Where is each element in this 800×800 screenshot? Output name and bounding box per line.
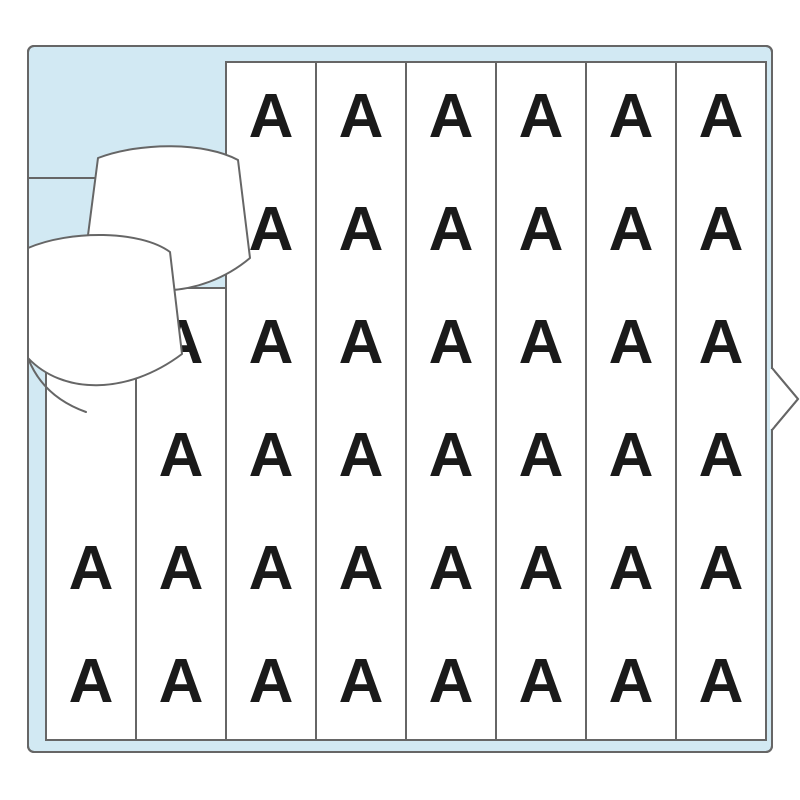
label-letter: A	[339, 534, 384, 603]
label-letter: A	[699, 82, 744, 151]
label-letter: A	[429, 534, 474, 603]
label-column	[496, 62, 586, 740]
label-letter: A	[69, 534, 114, 603]
label-letter: A	[69, 647, 114, 716]
diagram-svg: AAAAAAAAAAAAAAAAAAAAAAAAAAAAAAAAAAAAAAAA…	[0, 0, 800, 800]
label-letter: A	[249, 647, 294, 716]
label-letter: A	[699, 534, 744, 603]
label-column	[226, 62, 316, 740]
label-letter: A	[159, 534, 204, 603]
label-column	[676, 62, 766, 740]
label-letter: A	[159, 647, 204, 716]
label-letter: A	[609, 647, 654, 716]
label-letter: A	[699, 647, 744, 716]
label-sheet-diagram: AAAAAAAAAAAAAAAAAAAAAAAAAAAAAAAAAAAAAAAA…	[0, 0, 800, 800]
label-letter: A	[159, 421, 204, 490]
label-letter: A	[519, 421, 564, 490]
label-letter: A	[339, 421, 384, 490]
label-letter: A	[519, 534, 564, 603]
label-letter: A	[429, 195, 474, 264]
label-letter: A	[339, 308, 384, 377]
label-column	[586, 62, 676, 740]
label-letter: A	[429, 308, 474, 377]
label-letter: A	[339, 195, 384, 264]
label-letter: A	[249, 195, 294, 264]
label-letter: A	[609, 82, 654, 151]
label-letter: A	[249, 308, 294, 377]
label-letter: A	[339, 82, 384, 151]
tab-notch	[772, 368, 798, 430]
label-letter: A	[339, 647, 384, 716]
label-letter: A	[609, 195, 654, 264]
label-letter: A	[609, 534, 654, 603]
label-letter: A	[249, 421, 294, 490]
label-letter: A	[519, 308, 564, 377]
label-letter: A	[609, 308, 654, 377]
label-letter: A	[699, 308, 744, 377]
label-letter: A	[519, 82, 564, 151]
label-letter: A	[519, 647, 564, 716]
label-letter: A	[519, 195, 564, 264]
label-letter: A	[249, 534, 294, 603]
label-letter: A	[609, 421, 654, 490]
label-letter: A	[249, 82, 294, 151]
peeling-label	[28, 235, 182, 385]
label-letter: A	[699, 421, 744, 490]
label-letter: A	[699, 195, 744, 264]
label-letter: A	[429, 647, 474, 716]
label-letter: A	[429, 421, 474, 490]
label-column	[316, 62, 406, 740]
label-column	[406, 62, 496, 740]
label-letter: A	[429, 82, 474, 151]
